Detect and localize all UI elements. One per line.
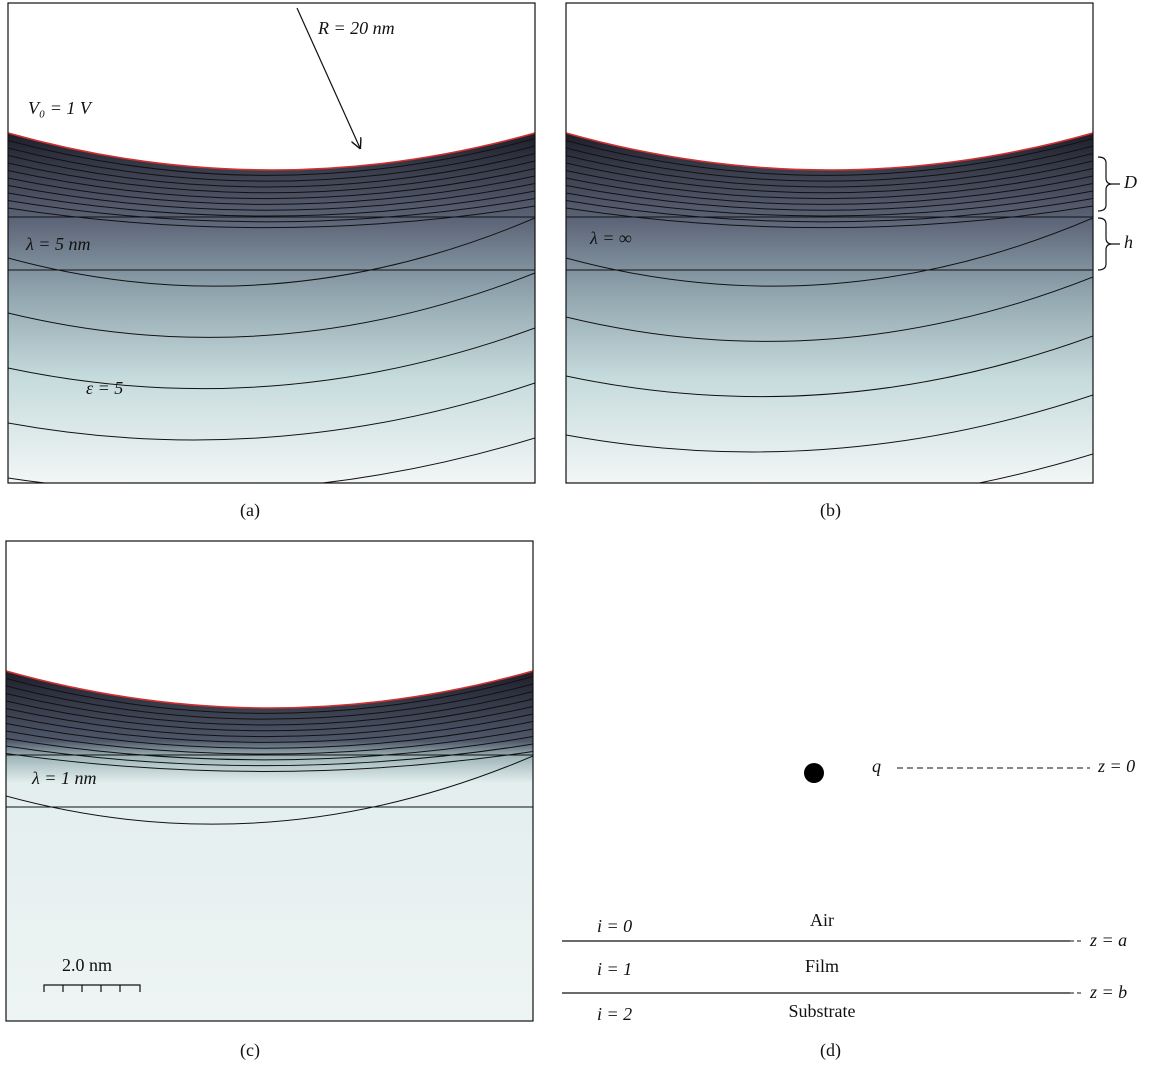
lambda-label: λ = ∞ [589,228,632,248]
figure: R = 20 nm V₀ = 1 V λ = 5 nm ε = 5 (a) λ … [0,0,1149,1066]
boundary-label: z = b [1089,982,1127,1002]
caption: (d) [820,1040,841,1061]
layer-name: Air [810,910,834,930]
bracket-label: h [1124,232,1133,252]
caption: (a) [240,500,260,521]
layer-index: i = 0 [597,916,632,936]
layer-index: i = 1 [597,959,632,979]
layer-index: i = 2 [597,1004,632,1024]
scale-label: 2.0 nm [62,955,112,975]
voltage-label: V₀ = 1 V [28,98,93,118]
layer-name: Substrate [789,1001,856,1021]
radius-label: R = 20 nm [317,18,395,38]
plane-label: z = 0 [1097,756,1135,776]
layer-name: Film [805,956,839,976]
panels [6,3,1093,1021]
panel [566,3,1093,507]
lambda-label: λ = 5 nm [25,234,90,254]
bracket [1098,218,1120,270]
epsilon-label: ε = 5 [86,378,123,398]
boundary-label: z = a [1089,930,1127,950]
lambda-label: λ = 1 nm [31,768,96,788]
bracket [1098,157,1120,211]
bracket-label: D [1123,172,1137,192]
caption: (c) [240,1040,260,1061]
charge-label: q [872,756,881,776]
point-charge [804,763,824,783]
caption: (b) [820,500,841,521]
